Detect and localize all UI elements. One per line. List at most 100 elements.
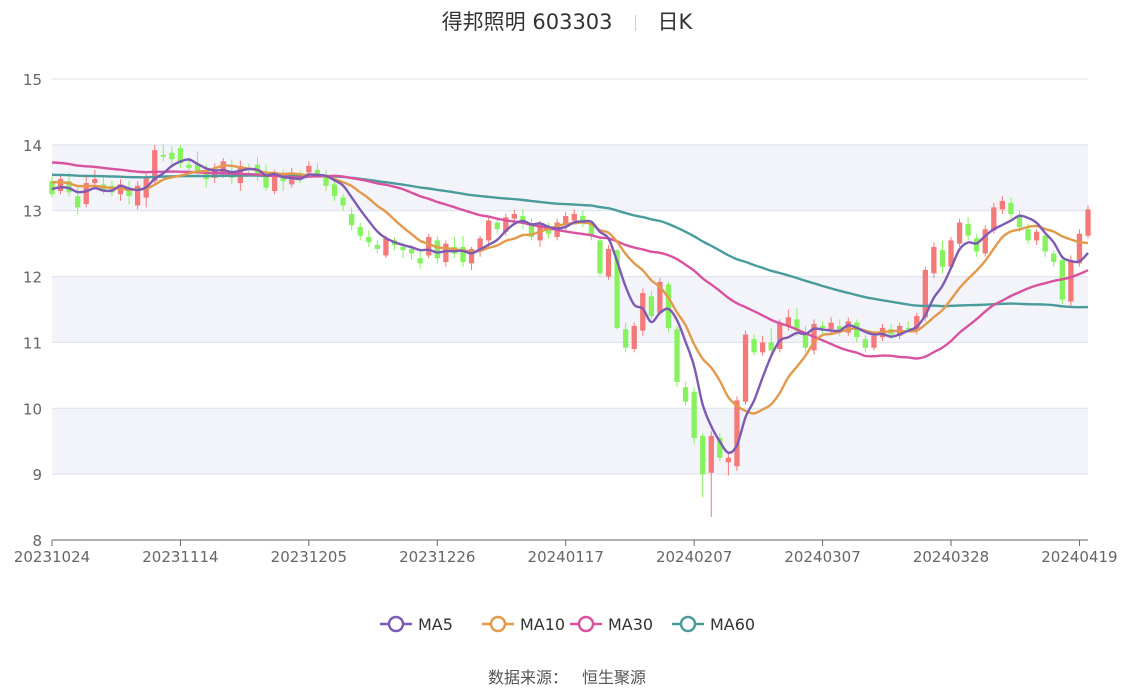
candle — [640, 288, 646, 336]
candle-body — [597, 240, 603, 274]
candle — [1042, 231, 1048, 257]
candle-body — [1016, 215, 1023, 228]
y-tick-label: 14 — [23, 137, 42, 155]
candle-body — [92, 179, 98, 184]
candle — [160, 144, 166, 162]
candle — [948, 237, 954, 270]
candle-body — [991, 207, 997, 231]
candle — [845, 317, 851, 336]
candle-body — [1008, 202, 1014, 215]
chart-title: 得邦照明 603303 日K — [0, 6, 1134, 36]
candle-body — [349, 214, 355, 226]
candle — [674, 325, 680, 388]
candle — [528, 218, 535, 241]
data-source: 数据来源： 恒生聚源 — [0, 664, 1134, 688]
candle-body — [862, 339, 869, 348]
legend-marker — [679, 615, 697, 633]
candle-body — [1076, 233, 1083, 264]
candle-body — [66, 181, 72, 193]
y-tick-label: 12 — [23, 269, 42, 287]
source-label: 数据来源： — [487, 668, 568, 687]
candle-body — [742, 334, 749, 402]
stock-name: 得邦照明 — [441, 10, 526, 34]
candle-body — [468, 248, 475, 264]
candle-body — [357, 227, 363, 236]
candle-body — [331, 184, 338, 197]
candle-body — [871, 335, 877, 348]
legend-item-ma5: MA5 — [380, 615, 453, 634]
candle — [854, 319, 860, 343]
candle-body — [563, 215, 569, 226]
candle-body — [734, 400, 740, 467]
source-name: 恒生聚源 — [582, 668, 647, 687]
candle — [1085, 205, 1091, 239]
candle-body — [674, 329, 680, 382]
candle-body — [306, 165, 312, 173]
candle-body — [494, 222, 500, 230]
legend-item-ma30: MA30 — [570, 615, 653, 634]
candle — [691, 387, 697, 445]
candle-body — [314, 169, 321, 175]
candle-body — [263, 174, 269, 188]
candle-body — [802, 332, 809, 348]
candle-body — [571, 214, 577, 221]
candle — [126, 181, 132, 205]
candle-body — [366, 237, 372, 243]
legend: MA5 MA10 MA30 MA60 — [380, 615, 755, 634]
y-tick-label: 9 — [32, 466, 42, 484]
plot-bands — [52, 144, 1088, 475]
y-tick-label: 15 — [23, 71, 42, 89]
candle-body — [657, 281, 663, 313]
y-axis: 8 9 10 11 12 13 14 15 — [23, 71, 42, 550]
candle-body — [785, 317, 791, 326]
candle — [665, 281, 672, 333]
candle-body — [717, 437, 723, 458]
candle-body — [819, 325, 826, 328]
candle-body — [426, 237, 432, 256]
candle — [931, 242, 937, 278]
candle-body — [914, 316, 920, 331]
candle — [220, 158, 226, 178]
candle-body — [134, 185, 141, 206]
candle-body — [854, 322, 860, 338]
plot-band — [52, 408, 1088, 475]
candle-body — [220, 161, 226, 175]
candle-body — [1025, 229, 1031, 241]
candle — [1008, 197, 1014, 219]
candle — [751, 334, 757, 356]
candle-body — [443, 243, 449, 263]
candle-body — [580, 215, 586, 221]
candle-body — [905, 327, 911, 330]
x-tick-label: 20231226 — [399, 548, 475, 566]
candle-body — [383, 238, 389, 256]
candle-body — [289, 174, 295, 185]
candle-body — [665, 284, 672, 328]
candle — [477, 235, 483, 257]
candle-body — [939, 250, 946, 267]
stock-code: 603303 — [532, 10, 613, 34]
candle-body — [152, 150, 158, 182]
candle-body — [777, 323, 783, 350]
candle-body — [1033, 231, 1040, 241]
candle-body — [1051, 253, 1057, 263]
candle-body — [374, 244, 381, 249]
candle-body — [75, 196, 81, 208]
candle — [794, 308, 800, 336]
candle-body — [323, 174, 329, 186]
legend-marker — [387, 615, 405, 633]
candle — [999, 196, 1006, 215]
period-label: 日K — [657, 10, 693, 34]
candle — [742, 330, 749, 405]
candle — [340, 194, 346, 211]
candle-body — [1068, 260, 1074, 302]
candle — [956, 218, 963, 247]
legend-marker — [489, 615, 507, 633]
candle-body — [1042, 235, 1048, 252]
ma-lines — [51, 158, 1089, 454]
candle — [1051, 250, 1057, 267]
x-axis: 20231024 20231114 20231205 20231226 20240117… — [14, 539, 1118, 566]
candle — [1068, 255, 1074, 307]
candle-body — [169, 152, 175, 160]
candle — [622, 322, 629, 353]
candle-body — [126, 187, 132, 197]
